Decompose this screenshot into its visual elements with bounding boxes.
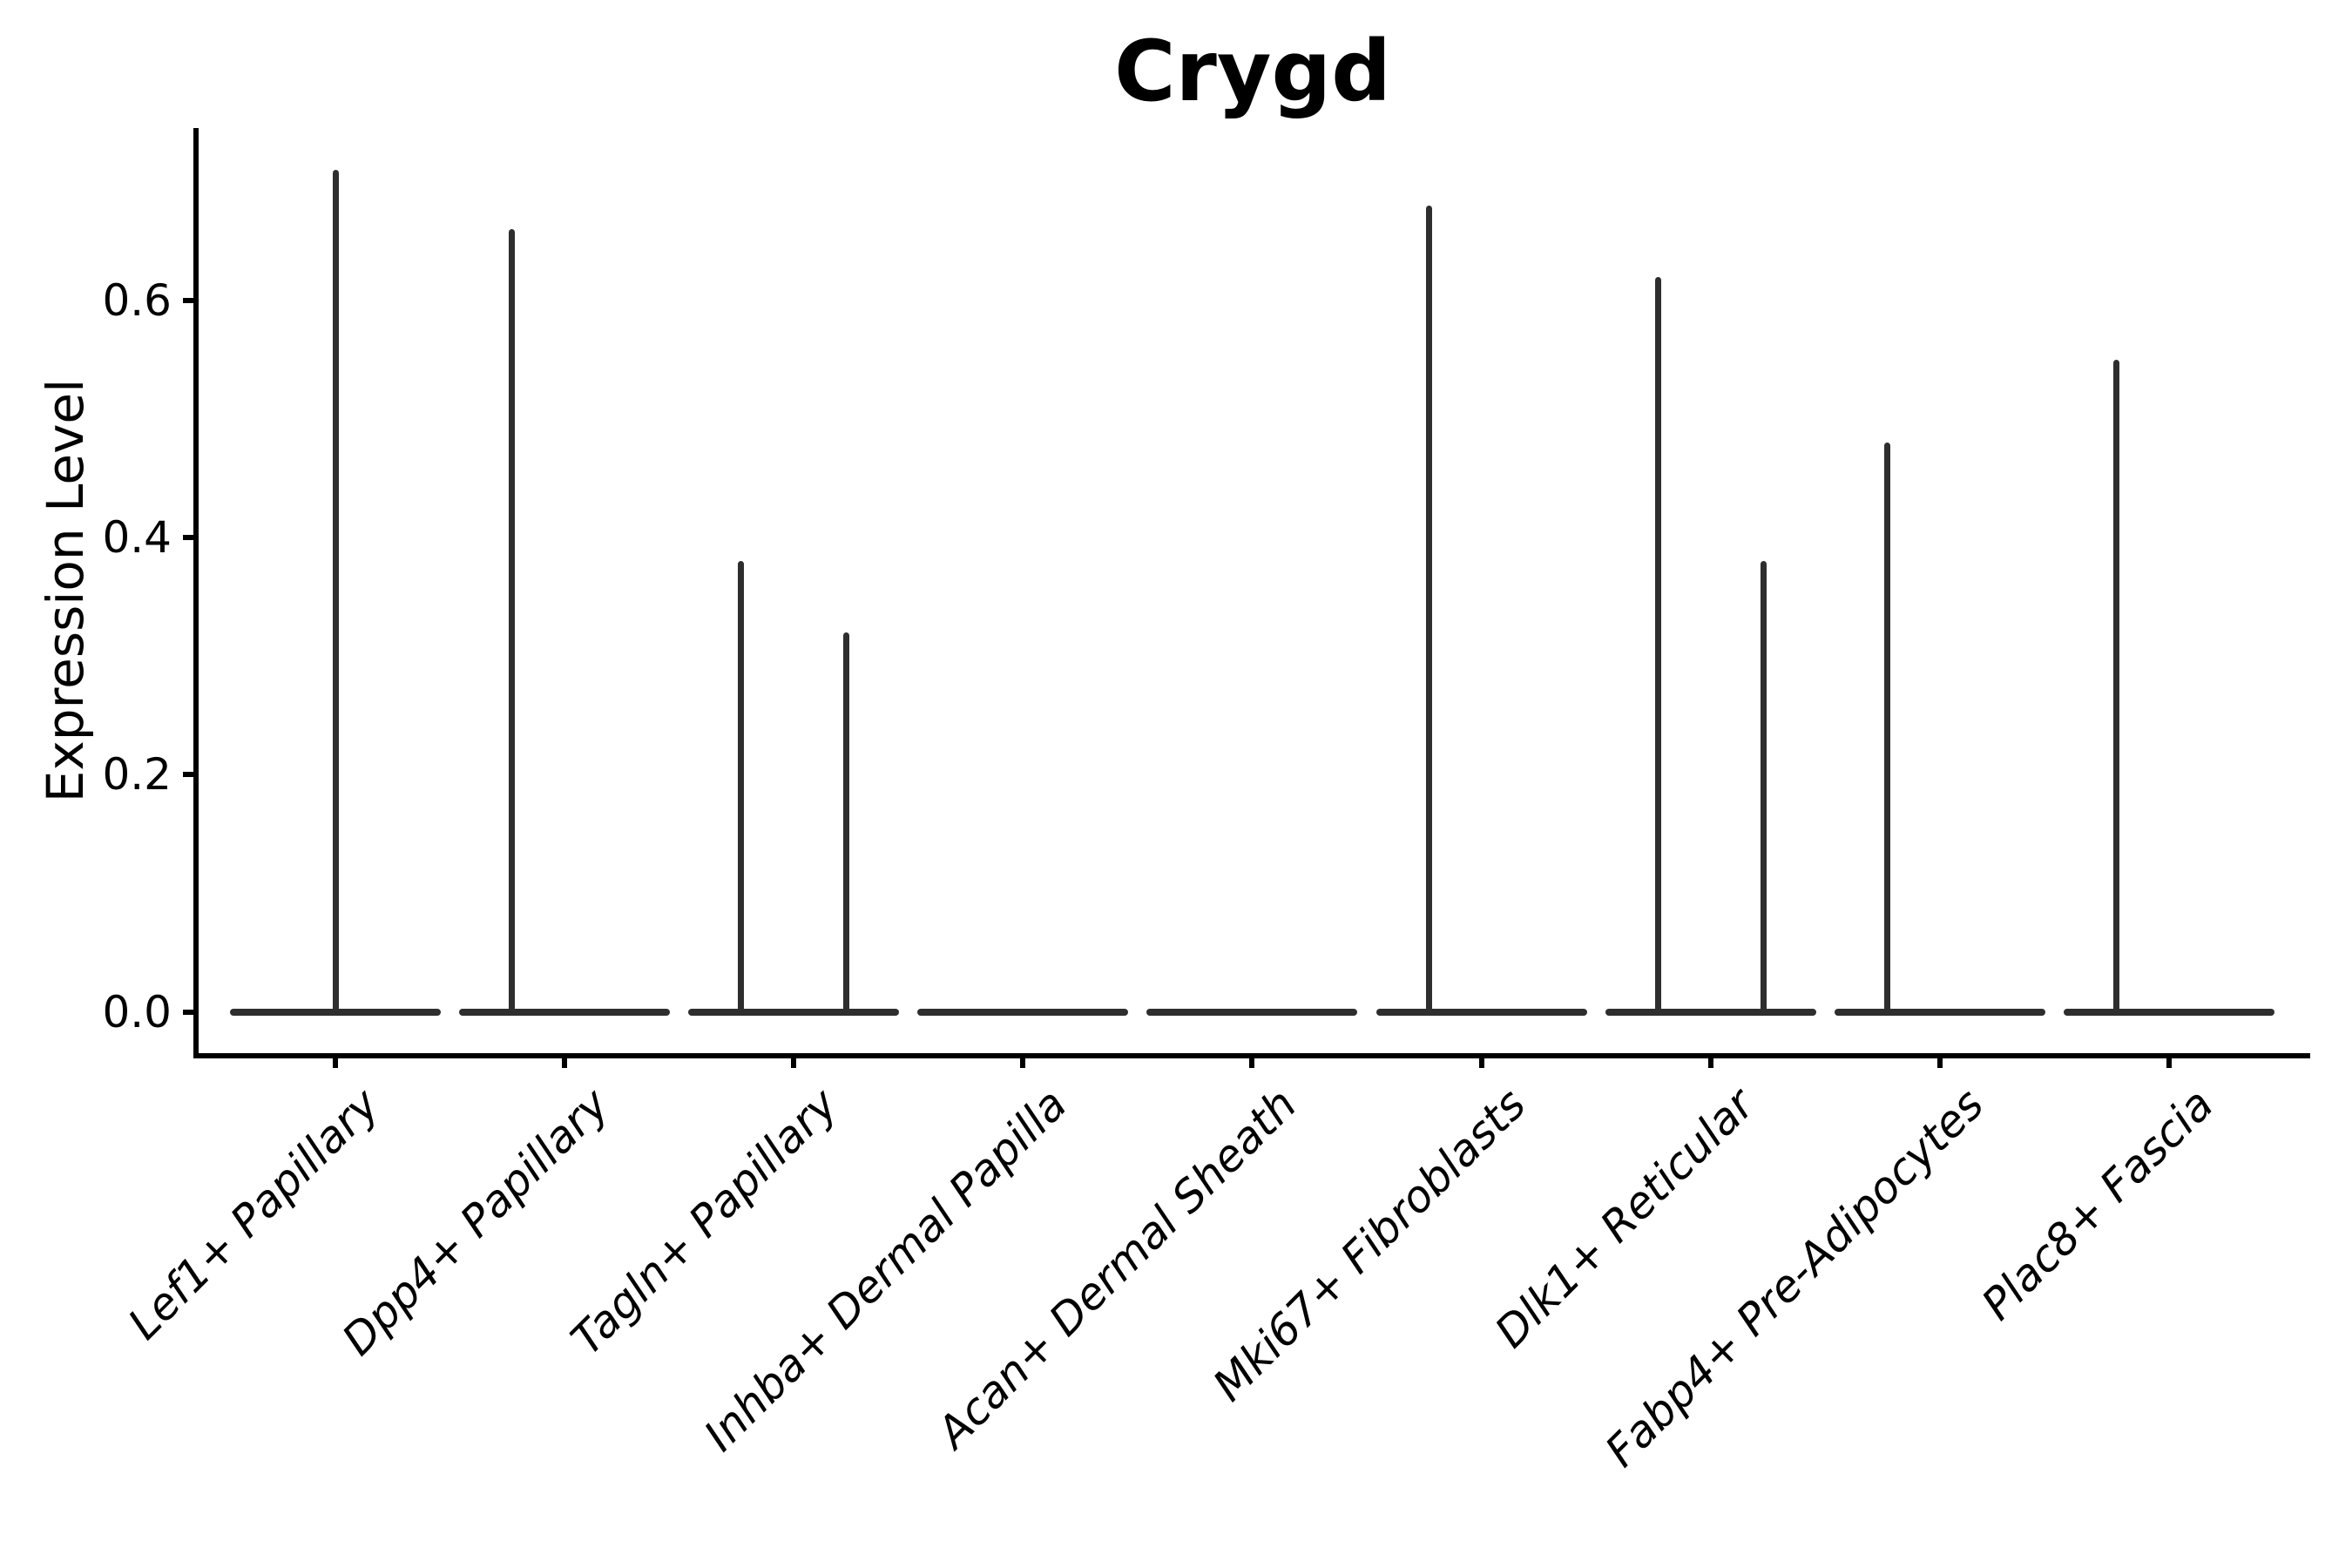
y-tick-label: 0.4 bbox=[102, 512, 172, 564]
y-tick-label: 0.2 bbox=[102, 749, 172, 801]
plot-title: Crygd bbox=[1114, 23, 1391, 120]
x-tick-label: Lef1+ Papillary bbox=[118, 1078, 389, 1349]
x-tick-label: Fabp4+ Pre-Adipocytes bbox=[1595, 1078, 1994, 1477]
x-tick bbox=[1020, 1053, 1026, 1068]
violin-spike bbox=[1883, 443, 1890, 1016]
violin-base bbox=[1834, 1008, 2045, 1016]
x-tick bbox=[1478, 1053, 1484, 1068]
y-tick-label: 0.6 bbox=[102, 274, 172, 326]
violin-spike bbox=[1654, 276, 1661, 1016]
y-tick bbox=[183, 772, 196, 778]
violin-spike bbox=[509, 229, 516, 1016]
y-tick bbox=[183, 297, 196, 303]
x-tick-label: Plac8+ Fascia bbox=[1971, 1078, 2223, 1330]
y-tick bbox=[183, 1009, 196, 1015]
x-tick bbox=[1707, 1053, 1713, 1068]
x-tick bbox=[562, 1053, 568, 1068]
violin-spike bbox=[738, 561, 745, 1016]
y-axis-spine bbox=[193, 128, 199, 1058]
violin-base bbox=[2063, 1008, 2274, 1016]
violin-spike bbox=[1760, 561, 1767, 1016]
x-tick bbox=[2166, 1053, 2172, 1068]
violin-base bbox=[688, 1008, 900, 1016]
violin-base bbox=[917, 1008, 1129, 1016]
y-tick bbox=[183, 535, 196, 541]
x-tick bbox=[333, 1053, 338, 1068]
y-tick-label: 0.0 bbox=[102, 986, 172, 1037]
x-tick bbox=[1249, 1053, 1255, 1068]
violin-spike bbox=[1425, 206, 1432, 1016]
violin-base bbox=[1146, 1008, 1358, 1016]
violin-base bbox=[459, 1008, 671, 1016]
violin-spike bbox=[843, 632, 850, 1016]
x-tick bbox=[791, 1053, 797, 1068]
violin-base bbox=[1605, 1008, 1816, 1016]
violin-spike bbox=[332, 170, 339, 1016]
violin-base bbox=[1375, 1008, 1587, 1016]
y-axis-label: Expression Level bbox=[36, 378, 95, 803]
violin-spike bbox=[2112, 359, 2119, 1016]
x-tick bbox=[1936, 1053, 1943, 1068]
